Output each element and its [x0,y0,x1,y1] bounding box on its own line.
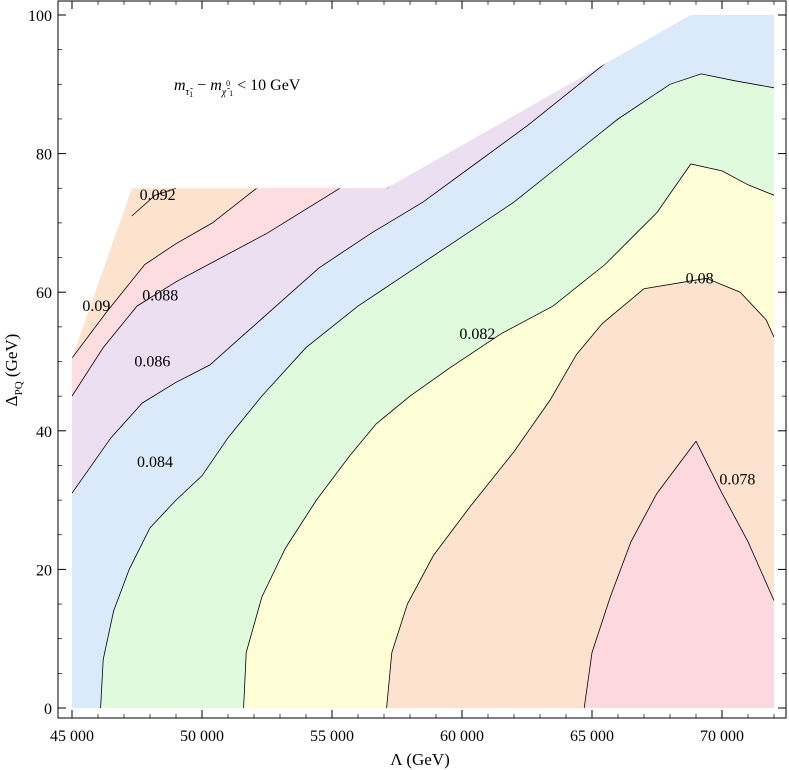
x-tick-label: 60 000 [440,728,484,745]
contour-line-0.078 [583,440,697,708]
contour-line-0.092 [131,187,177,217]
x-tick-label: 50 000 [180,728,224,745]
contour-label: 0.084 [137,454,173,471]
y-tick-label: 40 [36,424,52,441]
annotation-text: mτ̃1 − mχ̃01 < 10 GeV [174,77,301,99]
contour-bands [72,15,774,708]
contour-line-0.08 [386,277,774,708]
contour-labels: 0.078 0.08 0.082 0.084 0.086 0.088 0.09 0.092 [82,187,755,488]
x-tick-label: 70 000 [700,728,744,745]
contour-line-0.09 [72,187,257,359]
contour-label: 0.086 [134,354,170,371]
contour-line-0.088 [72,187,341,397]
axes: 45 000 50 000 55 000 60 000 65 000 70 000 0 20 4… [28,1,786,745]
y-tick-label: 20 [36,562,52,579]
plot-frame [57,0,787,719]
band-below-0.078 [584,441,774,708]
y-tick-label: 100 [28,8,52,25]
y-tick-label: 60 [36,285,52,302]
contour-label: 0.082 [459,326,495,343]
x-tick-label: 55 000 [310,728,354,745]
contour-line-0.082 [243,163,774,708]
x-axis-title: Λ (GeV) [390,750,450,769]
x-tick-label: 65 000 [570,728,614,745]
contour-label: 0.092 [140,187,176,204]
x-tick-label: 45 000 [50,728,94,745]
y-axis-title: ΔPQ (GeV) [2,334,25,407]
y-tick-label: 0 [44,701,52,718]
contour-label: 0.09 [82,298,110,315]
contour-line-0.078 [695,441,774,601]
contour-line-0.086 [72,15,666,494]
contour-lines [72,15,774,708]
y-tick-label: 80 [36,147,52,164]
contour-label: 0.078 [719,471,755,488]
contour-line-0.084 [100,73,774,708]
contour-label: 0.08 [686,270,714,287]
contour-label: 0.088 [142,288,178,305]
